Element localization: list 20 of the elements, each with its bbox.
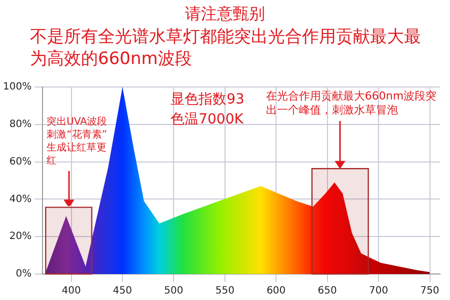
x-tick-label: 500 <box>164 286 184 297</box>
x-tick-label: 750 <box>420 286 440 297</box>
chart-title: 请注意甄别 <box>184 4 266 25</box>
y-tick-label: 80% <box>9 118 32 130</box>
y-tick-label: 20% <box>9 231 32 242</box>
chart-subtitle: 不是所有全光谱水草灯都能突出光合作用贡献最大最为高效的660nm波段 <box>30 26 422 70</box>
x-tick-label: 450 <box>112 286 132 297</box>
x-tick-label: 400 <box>62 286 81 297</box>
x-tick-label: 650 <box>318 286 337 297</box>
band-label: 突出UVA波段刺激“花青素”生成让红草更红 <box>46 116 108 167</box>
annotation: 显色指数93 <box>170 92 244 108</box>
y-tick-label: 60% <box>9 156 32 168</box>
y-tick-label: 40% <box>9 194 32 205</box>
x-tick-label: 600 <box>266 286 286 297</box>
annotation: 色温7000K <box>170 112 244 128</box>
y-tick-label: 100% <box>2 82 32 93</box>
x-tick-label: 700 <box>369 286 388 297</box>
band-label: 在光合作用贡献最大660nm波段突出一个峰值，刺激水草冒泡 <box>266 89 437 116</box>
x-tick-label: 550 <box>215 286 234 297</box>
y-tick-label: 0% <box>16 268 32 280</box>
